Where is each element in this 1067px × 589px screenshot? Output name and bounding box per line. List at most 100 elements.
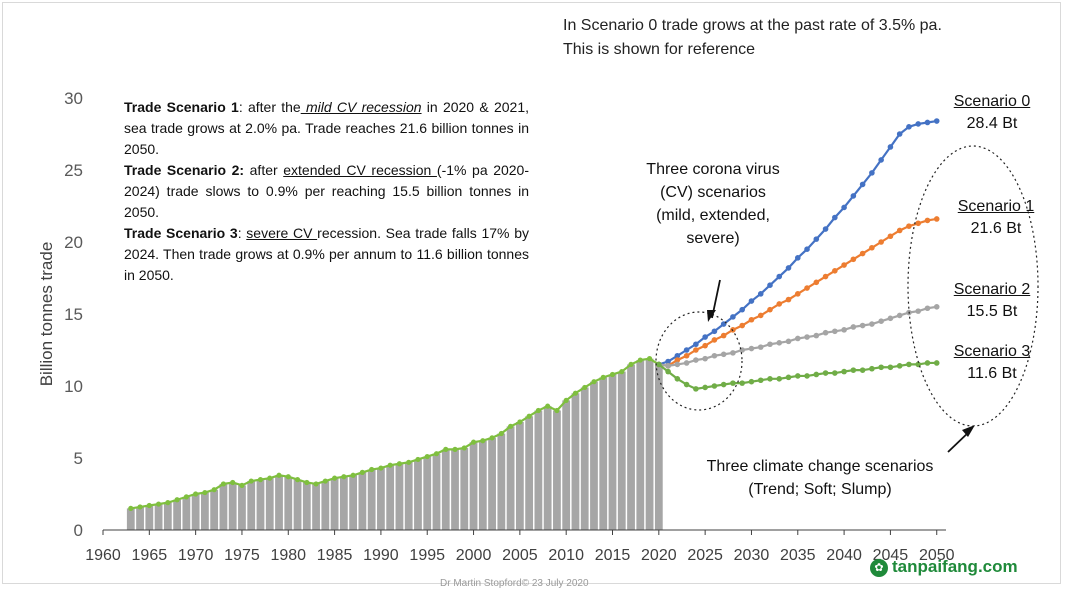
x-tick-label-2025: 2025 [687,547,723,564]
historical-point-1990 [378,465,384,471]
bar-1988 [358,472,367,530]
historical-point-1980 [285,474,291,480]
series-3-point-2035 [794,373,801,379]
series-1-point-2035 [794,291,801,297]
bar-1978 [265,478,274,530]
series-1-point-2045 [887,233,894,240]
scenario-0-name: Scenario 0 [953,93,1031,110]
series-3-point-2028 [730,380,736,386]
bar-2018 [636,360,645,530]
bar-2003 [497,433,506,530]
s3-title: Trade Scenario 3 [124,225,238,241]
series-2-point-2040 [841,327,847,333]
historical-point-2002 [489,435,495,441]
x-tick-label-1975: 1975 [224,547,260,564]
historical-point-2015 [609,371,616,378]
series-1-point-2027 [720,332,727,339]
series-1-point-2050 [933,216,940,222]
series-0-point-2045 [887,144,894,150]
series-0-point-2043 [869,170,875,176]
scenario-2-value: 15.5 Bt [966,303,1018,320]
bar-2010 [562,400,571,530]
series-0-point-2040 [841,204,847,211]
bar-2013 [590,381,598,530]
bar-1963 [126,508,135,530]
series-2-point-2021 [665,363,671,369]
bar-1983 [312,483,320,530]
historical-point-1970 [193,491,199,497]
series-3-point-2050 [933,360,940,366]
series-0-point-2029 [739,306,745,313]
historical-point-1967 [165,500,171,506]
series-0-point-2048 [915,121,922,127]
x-tick-label-1985: 1985 [317,547,353,564]
series-3-point-2033 [776,376,783,382]
series-0-point-2032 [767,282,773,289]
historical-point-1971 [202,489,208,496]
historical-point-1992 [396,461,403,467]
series-1-point-2040 [841,262,847,268]
series-2-point-2026 [711,352,718,359]
series-0-point-2046 [896,131,903,137]
x-tick-label-2035: 2035 [780,547,816,564]
series-0-point-2026 [711,328,718,335]
series-3-point-2047 [906,361,912,368]
y-tick-label-15: 15 [64,305,83,324]
bar-1970 [191,494,200,530]
series-3-point-2039 [832,370,838,376]
scenario-1-name: Scenario 1 [957,198,1035,215]
bar-1974 [228,482,237,530]
bar-1995 [423,456,432,530]
historical-bars [126,358,663,530]
s3-c: recession. Sea trade falls 17% by 2024. … [124,225,529,283]
series-3-point-2024 [693,386,699,392]
s1-title: Trade Scenario 1 [124,99,239,115]
series-0-point-2030 [748,298,755,304]
series-3-point-2022 [674,376,681,382]
historical-point-1993 [406,459,412,465]
s2-c: (-1% pa 2020-2024) trade slows to 0.9% p… [124,162,529,220]
series-0-point-2049 [924,119,931,126]
scenario-0-note: In Scenario 0 trade grows at the past ra… [563,17,942,58]
leaf-icon: ✿ [870,558,888,577]
bar-1964 [136,506,144,530]
series-1-point-2049 [924,217,931,224]
x-tick-label-2040: 2040 [826,547,862,564]
series-0-point-2025 [702,334,708,340]
bar-1997 [441,449,450,530]
bar-1969 [182,496,191,530]
series-1-point-2033 [776,301,783,307]
historical-point-2008 [545,403,551,409]
bar-1993 [404,462,413,530]
series-2-point-2048 [915,308,922,314]
series-1-point-2048 [915,220,922,227]
s2-title: Trade Scenario 2: [124,162,245,178]
x-tick-label-1995: 1995 [409,547,445,564]
historical-point-1976 [248,478,254,484]
scenario-1-value: 21.6 Bt [970,220,1022,237]
series-2-point-2034 [785,338,792,345]
historical-point-1981 [294,477,301,483]
historical-point-1963 [128,505,134,511]
series-1-point-2037 [813,279,820,286]
series-2-point-2049 [924,305,931,312]
historical-point-2018 [637,357,643,363]
scenario-3-note: Trade Scenario 3: severe CV recession. S… [124,223,529,286]
x-tick-label-2000: 2000 [456,547,492,564]
series-1-point-2022 [674,357,681,363]
scenario-3-name: Scenario 3 [953,343,1031,360]
series-0-point-2039 [832,214,838,221]
series-0-point-2042 [859,181,866,188]
y-tick-label-0: 0 [74,521,83,540]
bar-1987 [349,475,358,530]
series-1-point-2038 [822,273,829,280]
bar-1984 [321,481,330,530]
x-tick-label-1990: 1990 [363,547,399,564]
historical-point-1989 [369,466,375,473]
bar-1977 [256,479,265,530]
series-0-point-2047 [906,124,912,130]
bar-1986 [339,476,348,530]
bar-2014 [599,377,608,530]
